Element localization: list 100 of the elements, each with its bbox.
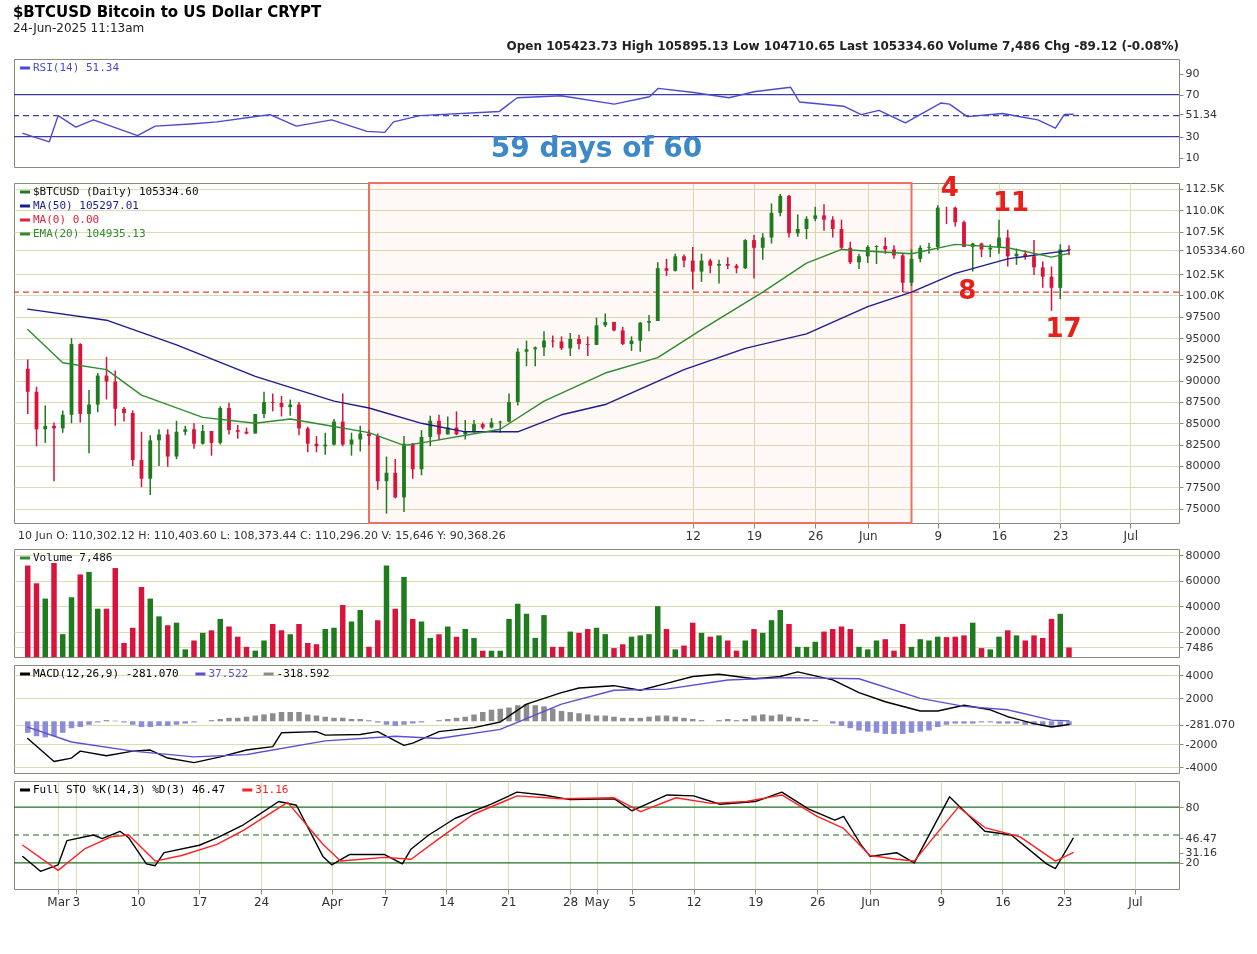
y-tick-label: 90 bbox=[1185, 67, 1200, 81]
bar bbox=[1022, 640, 1028, 657]
bar bbox=[51, 562, 57, 657]
bar bbox=[716, 635, 722, 657]
bar bbox=[33, 583, 40, 657]
candlestick bbox=[1032, 239, 1036, 276]
bar bbox=[926, 640, 932, 657]
bar bbox=[838, 721, 845, 726]
y-tick-label: 100.0K bbox=[1185, 288, 1225, 302]
bar bbox=[261, 640, 267, 657]
bar bbox=[68, 721, 75, 729]
bar bbox=[873, 721, 880, 733]
bar bbox=[1040, 637, 1046, 657]
candlestick bbox=[507, 392, 511, 424]
x-tick-label: May bbox=[584, 894, 610, 909]
legend-label: 37.522 bbox=[208, 667, 249, 680]
bar bbox=[900, 623, 906, 657]
candlestick bbox=[43, 404, 48, 444]
bar bbox=[961, 635, 967, 657]
y-tick-label: -281.070 bbox=[1185, 718, 1235, 732]
bar bbox=[147, 721, 153, 728]
legend-label: EMA(20) 104935.13 bbox=[33, 227, 146, 240]
y-tick-label: -4000 bbox=[1185, 760, 1218, 774]
bar bbox=[935, 636, 941, 657]
bar bbox=[541, 615, 547, 657]
bar bbox=[217, 618, 223, 657]
bar bbox=[620, 644, 626, 657]
bar bbox=[86, 721, 92, 725]
bar bbox=[331, 627, 337, 657]
bar bbox=[182, 649, 188, 657]
x-tick-label: Jun bbox=[860, 894, 880, 909]
candlestick bbox=[585, 335, 590, 357]
bar bbox=[655, 606, 661, 657]
bar bbox=[287, 634, 293, 657]
x-tick-label: 7 bbox=[381, 894, 389, 909]
bar bbox=[786, 716, 792, 722]
bar bbox=[191, 640, 197, 657]
bar bbox=[742, 640, 748, 657]
candlestick bbox=[717, 258, 721, 285]
y-tick-label: 40000 bbox=[1185, 599, 1221, 613]
y-tick-label: 90000 bbox=[1185, 374, 1221, 388]
y-tick-label: 82500 bbox=[1185, 438, 1221, 452]
bar bbox=[383, 721, 390, 725]
bar bbox=[996, 636, 1002, 657]
bar bbox=[103, 608, 110, 657]
bar bbox=[261, 714, 267, 722]
candlestick bbox=[524, 339, 529, 367]
bar bbox=[987, 649, 993, 657]
bar bbox=[751, 715, 757, 722]
bar bbox=[287, 712, 293, 722]
legend-label: 31.16 bbox=[255, 783, 289, 796]
candlestick bbox=[760, 232, 765, 261]
bar bbox=[847, 721, 853, 729]
bar bbox=[25, 565, 31, 657]
bar bbox=[200, 632, 206, 657]
bar bbox=[532, 637, 538, 657]
x-tick-label: 16 bbox=[991, 528, 1008, 543]
bar bbox=[112, 568, 118, 657]
bar bbox=[611, 716, 617, 722]
bar bbox=[523, 613, 530, 657]
bar bbox=[952, 636, 958, 657]
x-tick-label: 21 bbox=[501, 894, 517, 909]
bar bbox=[672, 649, 678, 657]
bar bbox=[838, 626, 845, 657]
bar bbox=[366, 646, 372, 657]
bar bbox=[663, 629, 670, 657]
text: Open 105423.73 High 105895.13 Low 104710.65 Last 105334.60 Volume 7,486 Chg -89.12 (-0.08%) bbox=[506, 39, 1179, 53]
candlestick bbox=[542, 330, 546, 357]
x-tick-label: 19 bbox=[748, 894, 764, 909]
bar bbox=[681, 717, 687, 722]
bar bbox=[917, 639, 923, 657]
x-tick-label: Jun bbox=[857, 528, 878, 543]
bar bbox=[698, 632, 705, 657]
bar bbox=[900, 721, 906, 734]
bar bbox=[270, 623, 276, 657]
bar bbox=[427, 637, 433, 657]
y-tick-label: 97500 bbox=[1185, 310, 1221, 324]
candlestick bbox=[874, 244, 879, 265]
bar bbox=[611, 648, 617, 657]
bar bbox=[173, 622, 180, 657]
bar bbox=[322, 629, 328, 657]
bar bbox=[208, 630, 215, 657]
y-tick-label: 92500 bbox=[1185, 352, 1221, 366]
y-tick-label: 80000 bbox=[1185, 548, 1221, 562]
bar bbox=[847, 629, 853, 657]
bar bbox=[305, 643, 311, 657]
bar bbox=[86, 571, 92, 657]
candlestick bbox=[752, 234, 756, 280]
bar bbox=[1013, 635, 1020, 657]
bar bbox=[138, 587, 145, 657]
bar bbox=[340, 604, 346, 657]
y-tick-label: 110.0K bbox=[1185, 203, 1225, 217]
bar bbox=[42, 598, 48, 657]
bar bbox=[182, 721, 188, 724]
bar bbox=[515, 603, 521, 657]
bar bbox=[1048, 618, 1055, 657]
candlestick bbox=[305, 425, 310, 454]
bar bbox=[856, 646, 862, 657]
bar bbox=[445, 626, 451, 657]
candlestick bbox=[270, 392, 275, 413]
